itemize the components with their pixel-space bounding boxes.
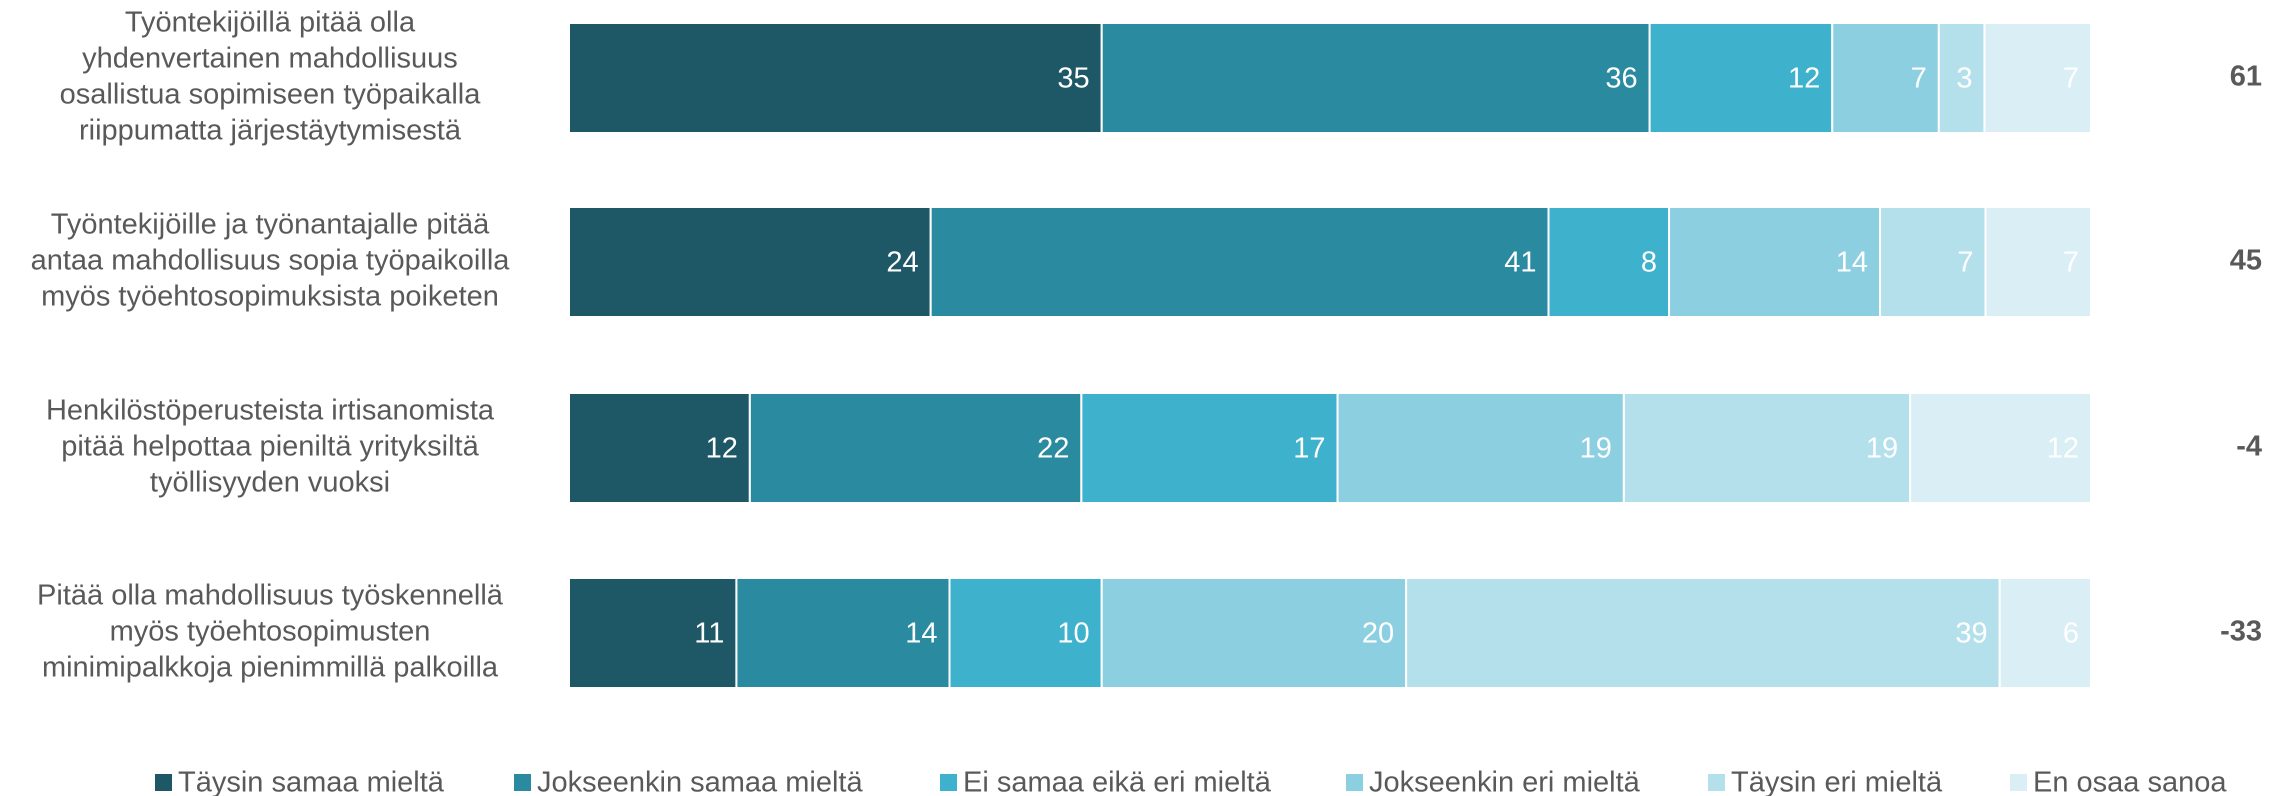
bar-segment	[568, 22, 1103, 134]
bar-segment	[1937, 22, 1986, 134]
category-label: Henkilöstöperusteista irtisanomista	[46, 395, 495, 427]
legend-label: Jokseenkin eri mieltä	[1369, 767, 1641, 796]
bar-segment	[1668, 206, 1882, 318]
bar-segment	[748, 392, 1083, 504]
data-label: 20	[1362, 618, 1394, 650]
data-label: 7	[1911, 63, 1927, 95]
legend-swatch	[940, 774, 957, 791]
data-label: 24	[886, 247, 918, 279]
bar-segment	[1100, 577, 1408, 689]
data-label: 7	[2063, 63, 2079, 95]
bar-segment	[1405, 577, 2001, 689]
category-label: myös työehtosopimusten	[110, 616, 431, 648]
net-value: -4	[2236, 431, 2262, 463]
bar-segment	[1100, 22, 1651, 134]
category-label: Pitää olla mahdollisuus työskennellä	[37, 580, 504, 612]
bar-segment	[929, 206, 1550, 318]
bar-segment	[1909, 392, 2093, 504]
data-label: 10	[1057, 618, 1089, 650]
legend-swatch	[1346, 774, 1363, 791]
bar-segment	[1648, 22, 1834, 134]
category-label: Työntekijöillä pitää olla	[125, 7, 416, 39]
legend-label: Jokseenkin samaa mieltä	[537, 767, 863, 796]
legend-label: En osaa sanoa	[2033, 767, 2227, 796]
bar-segment	[568, 392, 751, 504]
legend-label: Ei samaa eikä eri mieltä	[963, 767, 1272, 796]
data-label: 36	[1605, 63, 1637, 95]
data-label: 12	[2047, 433, 2079, 465]
data-label: 6	[2063, 618, 2079, 650]
category-label: minimipalkkoja pienimmillä palkoilla	[42, 652, 499, 684]
data-label: 7	[2063, 247, 2079, 279]
net-value: 45	[2230, 245, 2262, 277]
data-label: 12	[1788, 63, 1820, 95]
data-label: 11	[694, 618, 724, 650]
bar-segment	[1983, 22, 2092, 134]
bar-segment	[1831, 22, 1940, 134]
bar-segment	[1984, 206, 2093, 318]
category-label: riippumatta järjestäytymisestä	[79, 115, 462, 147]
legend-label: Täysin samaa mieltä	[178, 767, 445, 796]
legend-swatch	[514, 774, 531, 791]
bar-segment	[568, 206, 932, 318]
data-label: 19	[1580, 433, 1612, 465]
category-label: työllisyyden vuoksi	[150, 467, 390, 499]
data-label: 7	[1957, 247, 1973, 279]
data-label: 35	[1057, 63, 1089, 95]
data-label: 14	[905, 618, 937, 650]
data-label: 17	[1293, 433, 1325, 465]
legend-label: Täysin eri mieltä	[1731, 767, 1943, 796]
category-label: Työntekijöille ja työnantajalle pitää	[51, 209, 490, 241]
data-label: 41	[1504, 247, 1536, 279]
net-value: 61	[2230, 61, 2262, 93]
legend-swatch	[1708, 774, 1725, 791]
data-label: 39	[1955, 618, 1987, 650]
legend-swatch	[2010, 774, 2027, 791]
bar-segment	[1622, 392, 1912, 504]
data-label: 3	[1956, 63, 1972, 95]
data-label: 14	[1836, 247, 1868, 279]
category-label: osallistua sopimiseen työpaikalla	[60, 79, 482, 111]
bar-segment	[568, 577, 738, 689]
bar-segment	[1080, 392, 1339, 504]
category-label: pitää helpottaa pieniltä yrityksiltä	[61, 431, 479, 463]
data-label: 8	[1641, 247, 1657, 279]
data-label: 19	[1866, 433, 1898, 465]
bar-segment	[948, 577, 1103, 689]
category-label: antaa mahdollisuus sopia työpaikoilla	[31, 245, 511, 277]
legend-swatch	[155, 774, 172, 791]
category-label: yhdenvertainen mahdollisuus	[82, 43, 458, 75]
category-label: myös työehtosopimuksista poiketen	[41, 281, 499, 313]
data-label: 22	[1037, 433, 1069, 465]
bar-segment	[1998, 577, 2093, 689]
bar-segment	[1547, 206, 1671, 318]
net-value: -33	[2220, 616, 2262, 648]
bar-segment	[1879, 206, 1987, 318]
data-label: 12	[706, 433, 738, 465]
